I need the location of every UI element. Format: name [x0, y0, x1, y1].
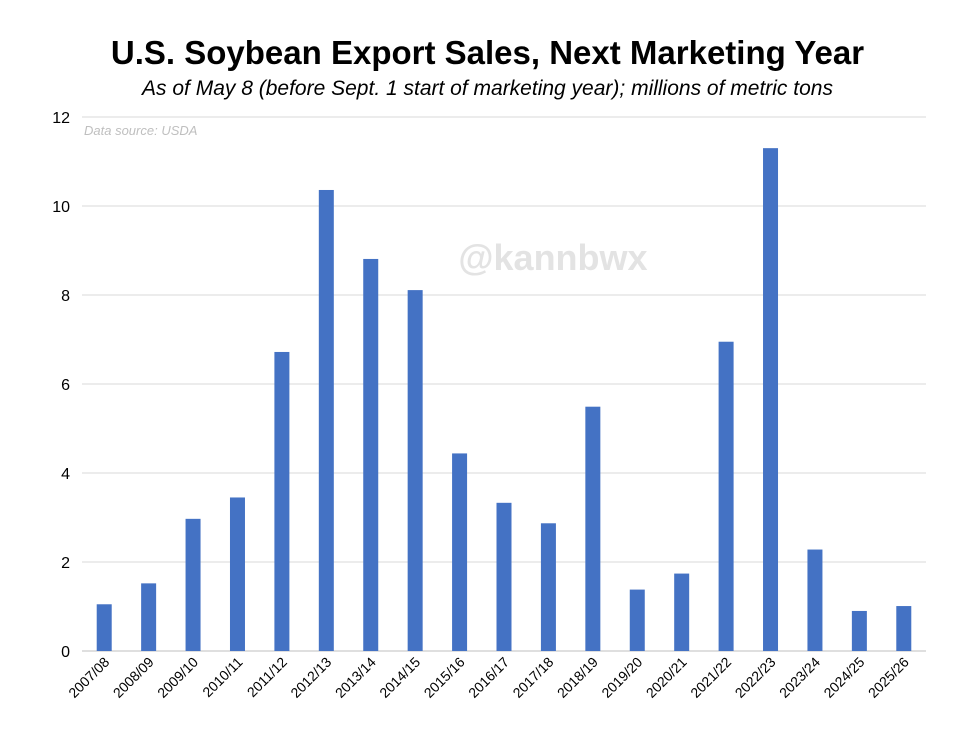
bar-2009-10	[185, 518, 201, 651]
x-tick-label: 2024/25	[820, 654, 867, 701]
chart-subtitle: As of May 8 (before Sept. 1 start of mar…	[142, 77, 833, 100]
bar-2017-18	[540, 523, 556, 651]
x-tick-label: 2013/14	[332, 654, 379, 701]
y-tick-label: 4	[61, 466, 70, 483]
bar-2022-23	[763, 148, 779, 651]
bar-2007-08	[96, 604, 112, 651]
y-tick-label: 2	[61, 555, 70, 572]
x-tick-label: 2022/23	[732, 654, 779, 701]
x-tick-label: 2009/10	[154, 654, 201, 701]
y-tick-label: 12	[52, 110, 70, 127]
bar-2012-13	[318, 189, 334, 652]
x-tick-label: 2023/24	[776, 654, 823, 701]
x-tick-label: 2025/26	[865, 654, 912, 701]
bars	[96, 148, 912, 652]
bar-2023-24	[807, 549, 823, 651]
y-tick-label: 8	[61, 288, 70, 305]
bar-2019-20	[629, 589, 645, 651]
x-tick-label: 2015/16	[421, 654, 468, 701]
bar-2021-22	[718, 341, 734, 651]
bar-2025-26	[896, 606, 912, 651]
x-tick-label: 2019/20	[598, 654, 645, 701]
x-tick-label: 2018/19	[554, 654, 601, 701]
bar-2016-17	[496, 502, 512, 651]
bar-2018-19	[585, 406, 601, 651]
x-tick-label: 2007/08	[65, 654, 112, 701]
bar-2015-16	[452, 453, 468, 651]
y-tick-label: 6	[61, 377, 70, 394]
bar-2013-14	[363, 258, 379, 651]
x-tick-label: 2011/12	[244, 654, 291, 701]
bar-2011-12	[274, 351, 290, 651]
chart-title: U.S. Soybean Export Sales, Next Marketin…	[110, 34, 865, 71]
x-tick-label: 2020/21	[643, 654, 690, 701]
bar-2014-15	[407, 290, 423, 651]
x-tick-label: 2012/13	[287, 654, 334, 701]
data-source-note: Data source: USDA	[84, 123, 197, 138]
bar-2008-09	[141, 583, 157, 651]
x-tick-label: 2016/17	[465, 654, 512, 701]
x-axis-ticks: 2007/082008/092009/102010/112011/122012/…	[65, 654, 912, 701]
watermark: @kannbwx	[458, 237, 647, 278]
x-tick-label: 2017/18	[509, 654, 556, 701]
y-tick-label: 0	[61, 644, 70, 661]
bar-2024-25	[851, 610, 867, 651]
x-tick-label: 2021/22	[687, 654, 734, 701]
bar-2020-21	[674, 573, 690, 651]
x-tick-label: 2008/09	[110, 654, 157, 701]
bar-2010-11	[229, 497, 245, 651]
y-tick-label: 10	[52, 199, 70, 216]
y-axis-ticks: 0 2 4 6 8 10 12	[52, 110, 70, 661]
x-tick-label: 2010/11	[199, 654, 246, 701]
x-tick-label: 2014/15	[376, 654, 423, 701]
